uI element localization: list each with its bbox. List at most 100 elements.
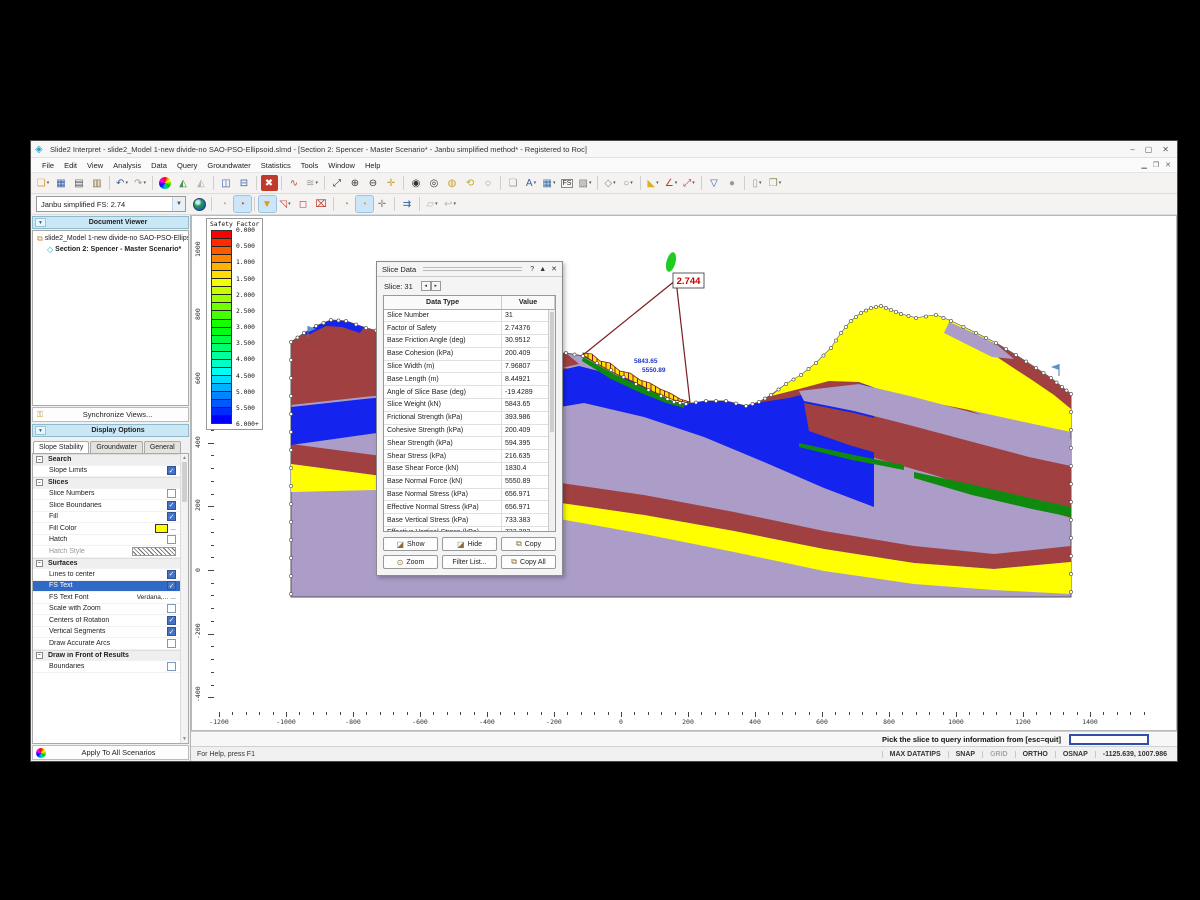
tree-item[interactable]: ⧉slide2_Model 1-new divide-no SAO-PSO-El… — [33, 233, 188, 244]
menu-groundwater[interactable]: Groundwater — [202, 161, 255, 170]
add-query-surface-icon[interactable]: ◹▾ — [277, 196, 294, 212]
contour-mode-icon[interactable]: ≋▾ — [304, 175, 321, 191]
print-icon[interactable]: ▤ — [71, 175, 88, 191]
option-control[interactable]: ✓ — [167, 616, 176, 625]
table-row[interactable]: Slice Weight (kN)5843.65 — [384, 399, 555, 412]
chart-info-disabled-icon[interactable]: ◭ — [193, 175, 210, 191]
open-file-icon[interactable]: ❏▾ — [35, 175, 52, 191]
slice-data-dialog[interactable]: Slice Data ? ▲ ✕ Slice: 31 ◂ ▸ — [376, 261, 563, 576]
add-material-query-icon[interactable]: ✛ — [374, 196, 391, 212]
scrollbar-thumb[interactable] — [550, 312, 554, 432]
option-row-slices[interactable]: −Slices — [33, 477, 180, 489]
copy-button[interactable]: ⧉Copy — [501, 537, 556, 551]
option-row-fill-color[interactable]: Fill Color... — [33, 523, 180, 535]
synchronize-views-button[interactable]: ⚿ Synchronize Views... — [32, 407, 189, 422]
dimension-icon[interactable]: ⤢▾ — [681, 175, 698, 191]
table-row[interactable]: Frictional Strength (kPa)393.986 — [384, 411, 555, 424]
collapse-icon[interactable]: − — [36, 456, 43, 463]
dialog-grip[interactable] — [423, 267, 522, 271]
tile-vertical-icon[interactable]: ◫ — [218, 175, 235, 191]
tile-horizontal-icon[interactable]: ⊟ — [236, 175, 253, 191]
option-row-search[interactable]: −Search — [33, 454, 180, 466]
add-image-icon[interactable]: ▨▾ — [577, 175, 594, 191]
minimize-button[interactable]: – — [1130, 145, 1134, 154]
collapse-icon[interactable]: ▲ — [539, 266, 546, 273]
option-control[interactable]: ✓ — [167, 570, 176, 579]
tab-general[interactable]: General — [144, 441, 181, 453]
checkbox[interactable]: ✓ — [167, 627, 176, 636]
option-control[interactable] — [167, 662, 176, 671]
add-text-icon[interactable]: A▾ — [523, 175, 540, 191]
checkbox[interactable] — [167, 639, 176, 648]
table-row[interactable]: Angle of Slice Base (deg)-19.4289 — [384, 386, 555, 399]
close-view-icon[interactable]: ✖ — [261, 175, 278, 191]
draw-polyline-icon[interactable]: ◇▾ — [602, 175, 619, 191]
color-wheel-icon[interactable] — [157, 175, 174, 191]
menu-window[interactable]: Window — [323, 161, 360, 170]
zoom-button[interactable]: ⊙Zoom — [383, 555, 438, 569]
table-row[interactable]: Effective Vertical Stress (kPa)733.383 — [384, 527, 555, 532]
option-row-draw-in-front-of-results[interactable]: −Draw in Front of Results — [33, 650, 180, 662]
checkbox[interactable]: ✓ — [167, 512, 176, 521]
close-button[interactable]: ✕ — [1162, 145, 1169, 154]
checkbox[interactable] — [167, 662, 176, 671]
dialog-scrollbar[interactable] — [548, 310, 555, 531]
option-control[interactable]: Verdana,...... — [137, 594, 176, 601]
table-row[interactable]: Base Shear Force (kN)1830.4 — [384, 463, 555, 476]
status-toggle-osnap[interactable]: OSNAP — [1055, 751, 1095, 758]
slope-section-canvas[interactable]: 2.7445843.655550.89 — [214, 216, 1156, 695]
scroll-up-icon[interactable]: ▲ — [181, 454, 188, 462]
option-control[interactable]: ✓ — [167, 627, 176, 636]
option-control[interactable] — [132, 547, 176, 556]
option-control[interactable] — [167, 604, 176, 613]
menu-view[interactable]: View — [82, 161, 108, 170]
zoom-out-window-icon[interactable]: ◎ — [426, 175, 443, 191]
option-row-draw-accurate-arcs[interactable]: Draw Accurate Arcs — [33, 638, 180, 650]
option-row-hatch[interactable]: Hatch — [33, 535, 180, 547]
menu-file[interactable]: File — [37, 161, 59, 170]
slope-curve-icon[interactable]: ∿ — [286, 175, 303, 191]
table-row[interactable]: Cohesive Strength (kPa)200.409 — [384, 424, 555, 437]
fit-extents-icon[interactable]: ⤢ — [329, 175, 346, 191]
checkbox[interactable]: ✓ — [167, 466, 176, 475]
table-row[interactable]: Base Normal Force (kN)5550.89 — [384, 475, 555, 488]
mdi-close-button[interactable]: ✕ — [1165, 161, 1171, 169]
option-row-fs-text[interactable]: FS Text✓ — [33, 581, 180, 593]
option-control[interactable]: ✓ — [167, 512, 176, 521]
option-control[interactable]: ✓ — [167, 501, 176, 510]
option-row-hatch-style[interactable]: Hatch Style — [33, 546, 180, 558]
grid-table-icon[interactable]: ▦▾ — [541, 175, 558, 191]
option-row-scale-with-zoom[interactable]: Scale with Zoom — [33, 604, 180, 616]
menu-analysis[interactable]: Analysis — [108, 161, 146, 170]
method-gray-icon[interactable]: ◔ — [216, 196, 233, 212]
table-row[interactable]: Slice Number31 — [384, 309, 555, 322]
option-row-fill[interactable]: Fill✓ — [33, 512, 180, 524]
option-control[interactable]: ... — [155, 524, 176, 533]
help-icon[interactable]: ? — [530, 266, 534, 273]
option-control[interactable]: ✓ — [167, 581, 176, 590]
option-control[interactable] — [167, 535, 176, 544]
table-row[interactable]: Base Normal Stress (kPa)656.971 — [384, 488, 555, 501]
mdi-minimize-button[interactable]: ▁ — [1141, 161, 1146, 169]
table-row[interactable]: Base Length (m)8.44921 — [384, 373, 555, 386]
collapse-icon[interactable]: − — [36, 560, 43, 567]
status-toggle-grid[interactable]: GRID — [982, 751, 1015, 758]
save-icon[interactable]: ▦ — [53, 175, 70, 191]
table-row[interactable]: Base Vertical Stress (kPa)733.383 — [384, 514, 555, 527]
option-row-surfaces[interactable]: −Surfaces — [33, 558, 180, 570]
delete-tool-icon[interactable]: ▯▾ — [749, 175, 766, 191]
collapse-icon[interactable]: − — [36, 652, 43, 659]
scroll-down-icon[interactable]: ▼ — [181, 735, 188, 743]
table-row[interactable]: Effective Normal Stress (kPa)656.971 — [384, 501, 555, 514]
copy-view-icon[interactable]: ❏ — [505, 175, 522, 191]
option-row-slope-limits[interactable]: Slope Limits✓ — [33, 466, 180, 478]
compute-globe-icon[interactable] — [191, 196, 208, 212]
query-slice-icon[interactable]: ◔ — [356, 196, 373, 212]
filter-list--button[interactable]: Filter List... — [442, 555, 497, 569]
hide-button[interactable]: ◪Hide — [442, 537, 497, 551]
more-button[interactable]: ... — [170, 525, 176, 532]
chart-area[interactable]: 2.7445843.655550.89 10008006004002000-20… — [191, 215, 1177, 731]
color-swatch[interactable] — [155, 524, 168, 533]
menu-tools[interactable]: Tools — [296, 161, 324, 170]
table-row[interactable]: Shear Strength (kPa)594.395 — [384, 437, 555, 450]
